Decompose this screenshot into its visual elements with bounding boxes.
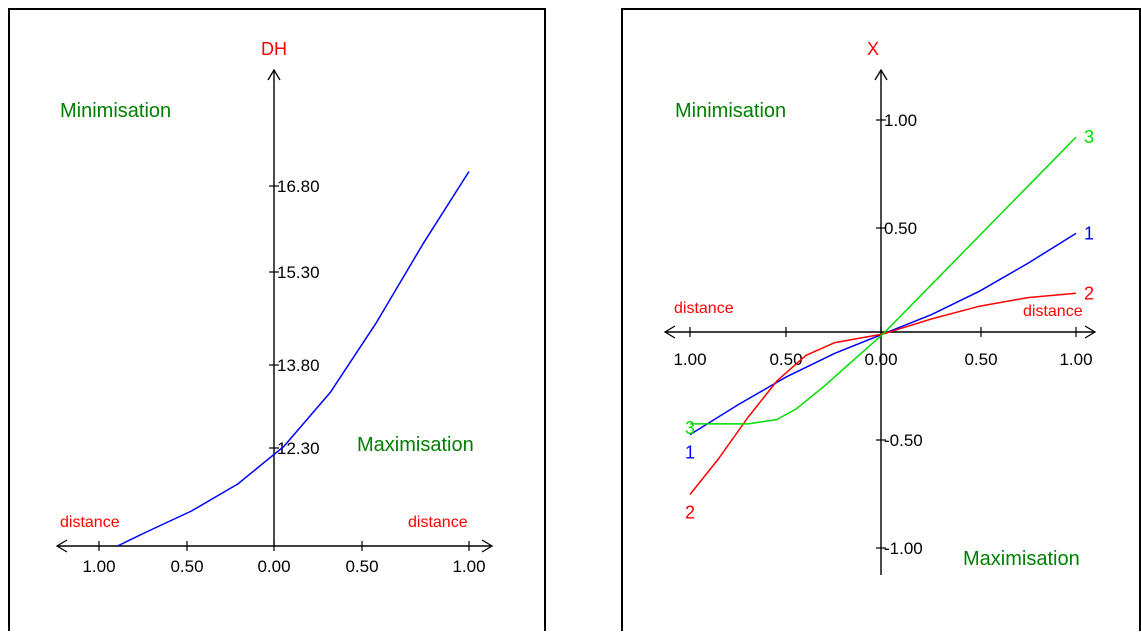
series-2-start-label: 2 bbox=[685, 503, 695, 523]
y-tick-label: 12.30 bbox=[277, 439, 320, 458]
x-tick-label: 0.00 bbox=[257, 557, 290, 576]
x-tick-label: 1.00 bbox=[1059, 350, 1092, 369]
series-3-start-label: 3 bbox=[685, 418, 695, 438]
x-axis-left-arrow bbox=[55, 539, 68, 553]
y-axis-label: DH bbox=[261, 39, 287, 59]
minimisation-label: Minimisation bbox=[60, 100, 171, 122]
x-axis-left-arrow bbox=[663, 325, 676, 339]
series-3-end-label: 3 bbox=[1084, 127, 1094, 147]
y-tick-label: 13.80 bbox=[277, 356, 320, 375]
maximisation-label: Maximisation bbox=[963, 548, 1080, 570]
series-1-start-label: 1 bbox=[685, 443, 695, 463]
y-tick-label: 0.50 bbox=[884, 219, 917, 238]
series-line-dh bbox=[117, 171, 470, 547]
x-tick-label: 0.50 bbox=[345, 557, 378, 576]
x-tick-label: 0.00 bbox=[864, 350, 897, 369]
x-chart-panel: 1.00 0.50 0.00 0.50 1.00 1.00 0.50 -0.50 -1.00 X M… bbox=[621, 8, 1141, 631]
x-left-distance-label: distance bbox=[60, 514, 120, 531]
dh-chart: 1.00 0.50 0.00 0.50 1.00 12.30 13.80 15.30 16.80… bbox=[55, 39, 494, 576]
x-right-distance-label: distance bbox=[408, 514, 468, 531]
y-axis-label: X bbox=[867, 39, 879, 59]
x-left-distance-label: distance bbox=[674, 300, 734, 317]
x-tick-label: 1.00 bbox=[82, 557, 115, 576]
x-axis-right-arrow bbox=[1084, 325, 1097, 339]
series-line-2 bbox=[689, 292, 1077, 495]
y-tick-label: -0.50 bbox=[884, 431, 923, 450]
series-1-end-label: 1 bbox=[1084, 223, 1094, 243]
x-tick-label: 0.50 bbox=[170, 557, 203, 576]
x-tick-label: 1.00 bbox=[452, 557, 485, 576]
x-chart: 1.00 0.50 0.00 0.50 1.00 1.00 0.50 -0.50 -1.00 X M… bbox=[663, 39, 1097, 575]
maximisation-label: Maximisation bbox=[357, 434, 474, 456]
y-tick-label: 16.80 bbox=[277, 177, 320, 196]
series-line-3 bbox=[690, 136, 1077, 425]
y-axis-arrow bbox=[267, 68, 281, 81]
x-tick-label: 0.50 bbox=[964, 350, 997, 369]
y-tick-label: 1.00 bbox=[884, 111, 917, 130]
y-axis-arrow bbox=[874, 68, 888, 81]
y-tick-label: -1.00 bbox=[884, 539, 923, 558]
x-right-distance-label: distance bbox=[1023, 303, 1083, 320]
y-tick-label: 15.30 bbox=[277, 263, 320, 282]
minimisation-label: Minimisation bbox=[675, 100, 786, 122]
x-tick-label: 0.50 bbox=[769, 350, 802, 369]
dh-chart-panel: 1.00 0.50 0.00 0.50 1.00 12.30 13.80 15.30 16.80… bbox=[8, 8, 546, 631]
x-axis-right-arrow bbox=[481, 539, 494, 553]
series-2-end-label: 2 bbox=[1084, 283, 1094, 303]
x-tick-label: 1.00 bbox=[673, 350, 706, 369]
